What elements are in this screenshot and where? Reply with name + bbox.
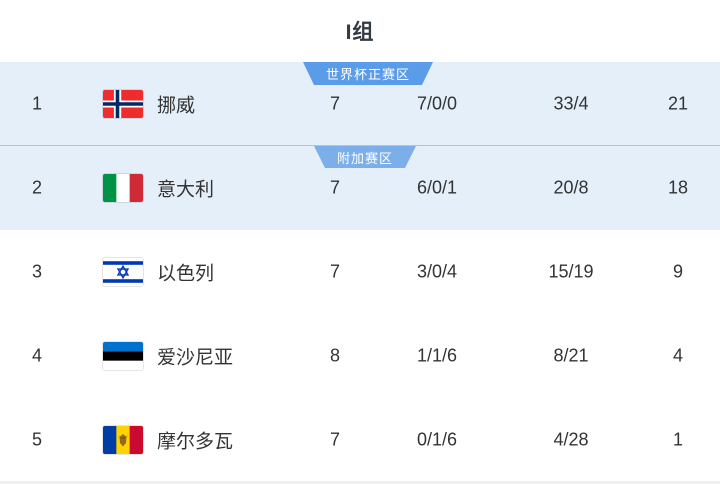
- goals-for-against: 20/8: [553, 177, 589, 198]
- matches-played: 7: [329, 93, 340, 114]
- points-value: 21: [667, 93, 689, 114]
- matches-played: 8: [329, 345, 340, 366]
- team-name: 挪威: [157, 95, 196, 117]
- moldova-flag-icon: [103, 426, 143, 454]
- table-row[interactable]: 1 挪威 7 7/0/0 33/4 21: [0, 62, 720, 146]
- team-name: 摩尔多瓦: [157, 431, 234, 453]
- rank-value: 2: [31, 177, 42, 198]
- win-draw-loss: 3/0/4: [416, 261, 458, 282]
- win-draw-loss: 7/0/0: [416, 93, 458, 114]
- norway-flag-icon: [103, 90, 143, 118]
- estonia-flag-icon: [103, 342, 143, 370]
- win-draw-loss: 0/1/6: [416, 429, 458, 450]
- rank-value: 4: [31, 345, 42, 366]
- bottom-divider: [0, 481, 720, 484]
- world-cup-zone-badge: 世界杯正赛区: [303, 62, 433, 85]
- rank-value: 1: [31, 93, 42, 114]
- matches-played: 7: [329, 429, 340, 450]
- israel-flag-icon: [103, 258, 143, 286]
- goals-for-against: 33/4: [553, 93, 589, 114]
- team-name: 爱沙尼亚: [157, 347, 234, 369]
- matches-played: 7: [329, 177, 340, 198]
- italy-flag-icon: [103, 174, 143, 202]
- goals-for-against: 8/21: [553, 345, 589, 366]
- group-title: I组: [345, 21, 375, 44]
- goals-for-against: 15/19: [548, 261, 594, 282]
- win-draw-loss: 6/0/1: [416, 177, 458, 198]
- row-divider: [0, 145, 720, 146]
- playoff-zone-badge: 附加赛区: [314, 146, 416, 168]
- win-draw-loss: 1/1/6: [416, 345, 458, 366]
- table-row[interactable]: 4 爱沙尼亚 8 1/1/6 8/21 4: [0, 314, 720, 398]
- points-value: 4: [672, 345, 683, 366]
- rank-value: 3: [31, 261, 42, 282]
- table-row[interactable]: 5 摩尔多瓦 7 0/1/6 4/28 1: [0, 398, 720, 482]
- team-name: 意大利: [157, 179, 215, 201]
- table-row[interactable]: 3 以色列 7 3/0/4 15/19 9: [0, 230, 720, 314]
- points-value: 18: [667, 177, 689, 198]
- goals-for-against: 4/28: [553, 429, 589, 450]
- team-name: 以色列: [157, 263, 215, 285]
- points-value: 1: [672, 429, 683, 450]
- points-value: 9: [672, 261, 683, 282]
- matches-played: 7: [329, 261, 340, 282]
- rank-value: 5: [31, 429, 42, 450]
